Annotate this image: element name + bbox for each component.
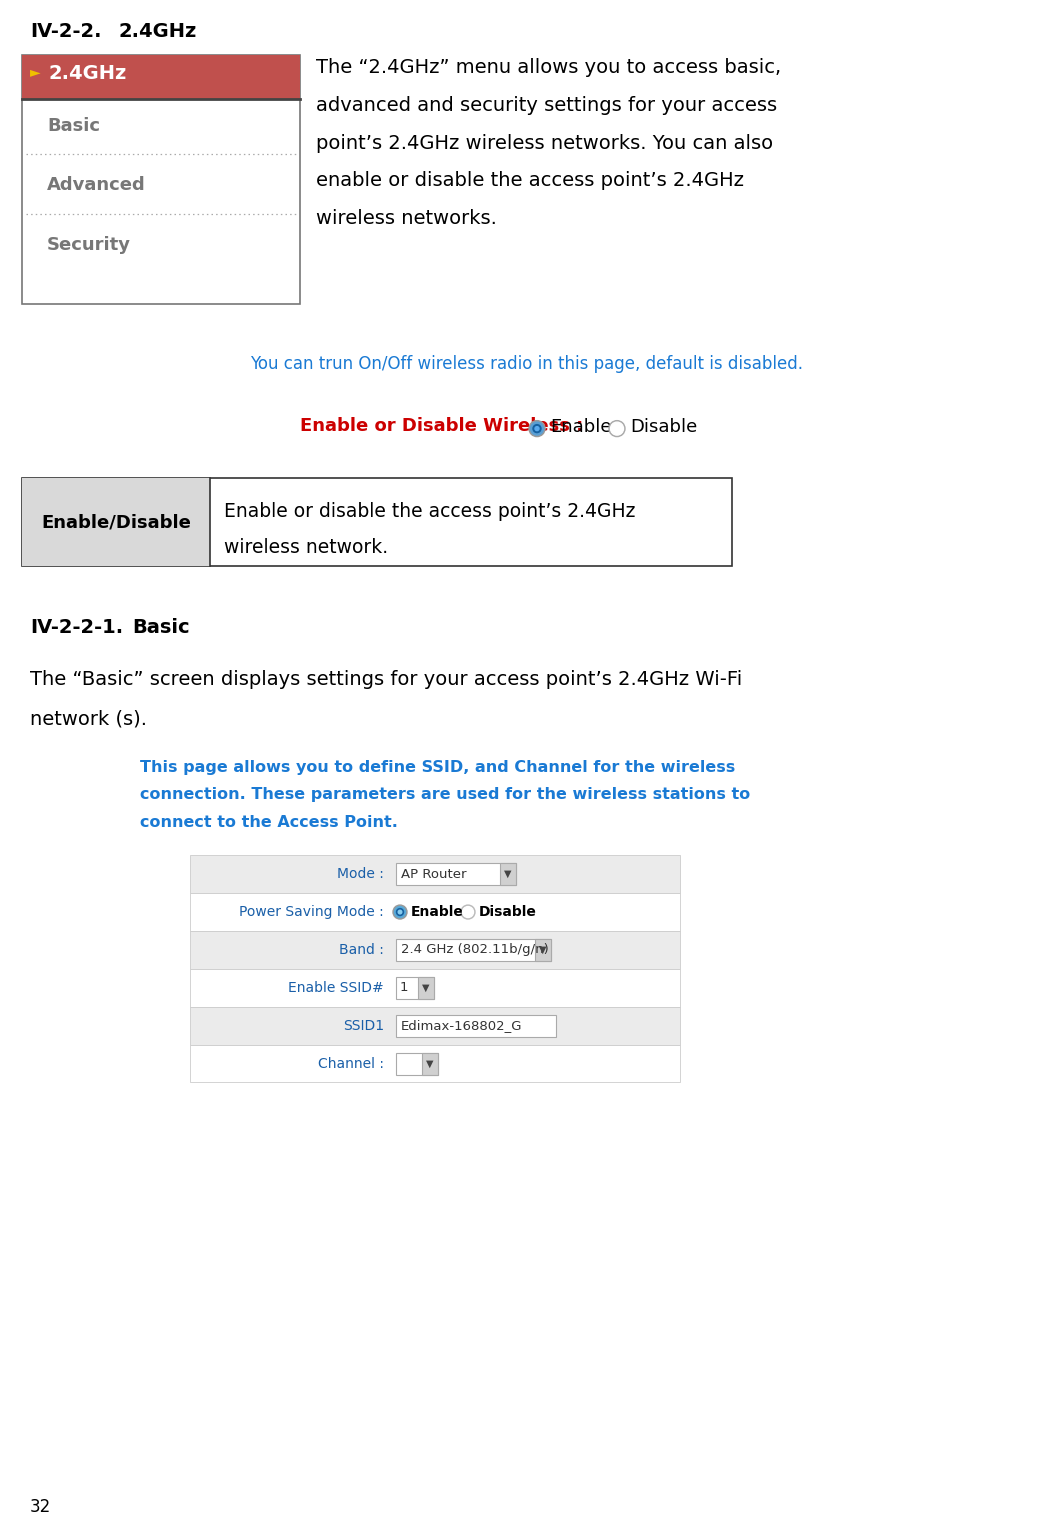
Text: Channel :: Channel : — [318, 1056, 384, 1070]
Bar — [396, 863, 516, 885]
Text: IV-2-2.: IV-2-2. — [30, 21, 101, 41]
Text: Band :: Band : — [339, 942, 384, 958]
Text: 1: 1 — [401, 982, 409, 994]
Text: SSID1: SSID1 — [343, 1018, 384, 1032]
Bar — [22, 479, 731, 565]
Bar — [396, 1052, 438, 1075]
Text: Disable: Disable — [630, 418, 698, 436]
Text: advanced and security settings for your access: advanced and security settings for your … — [316, 96, 777, 114]
Text: Enable: Enable — [550, 418, 611, 436]
Text: Basic: Basic — [47, 117, 100, 135]
Text: Enable/Disable: Enable/Disable — [41, 514, 191, 532]
Text: Enable or disable the access point’s 2.4GHz: Enable or disable the access point’s 2.4… — [225, 503, 636, 521]
Circle shape — [609, 421, 625, 436]
Bar — [396, 939, 551, 961]
Text: ▼: ▼ — [423, 983, 430, 993]
Text: point’s 2.4GHz wireless networks. You can also: point’s 2.4GHz wireless networks. You ca… — [316, 134, 774, 152]
Bar — [22, 479, 210, 565]
Text: ▼: ▼ — [426, 1058, 434, 1069]
Circle shape — [463, 906, 473, 918]
Circle shape — [396, 909, 404, 915]
Bar — [190, 1044, 680, 1082]
Text: network (s).: network (s). — [30, 710, 147, 728]
Bar — [22, 55, 300, 99]
Bar — [190, 856, 680, 894]
Circle shape — [530, 423, 544, 435]
Text: Basic: Basic — [132, 619, 190, 637]
Text: The “2.4GHz” menu allows you to access basic,: The “2.4GHz” menu allows you to access b… — [316, 58, 781, 78]
Text: Enable: Enable — [411, 904, 464, 920]
Circle shape — [394, 906, 406, 918]
Bar — [500, 863, 516, 885]
Bar — [22, 55, 300, 304]
Circle shape — [535, 427, 539, 430]
Text: 2.4 GHz (802.11b/g/n): 2.4 GHz (802.11b/g/n) — [401, 944, 549, 956]
Bar — [396, 1015, 557, 1037]
Bar — [190, 894, 680, 930]
Text: Enable or Disable Wireless :: Enable or Disable Wireless : — [300, 416, 589, 435]
Circle shape — [529, 421, 545, 436]
Text: You can trun On/Off wireless radio in this page, default is disabled.: You can trun On/Off wireless radio in th… — [251, 354, 803, 372]
Text: ►: ► — [30, 65, 41, 79]
Text: AP Router: AP Router — [401, 868, 467, 880]
Bar — [418, 977, 434, 999]
Text: Enable SSID#: Enable SSID# — [288, 980, 384, 994]
Text: connection. These parameters are used for the wireless stations to: connection. These parameters are used fo… — [140, 787, 750, 803]
Text: ▼: ▼ — [504, 869, 512, 879]
Bar — [190, 1006, 680, 1044]
Bar — [396, 977, 434, 999]
Text: 2.4GHz: 2.4GHz — [118, 21, 196, 41]
Circle shape — [461, 904, 475, 920]
Text: This page allows you to define SSID, and Channel for the wireless: This page allows you to define SSID, and… — [140, 760, 736, 775]
Circle shape — [610, 423, 624, 435]
Text: The “Basic” screen displays settings for your access point’s 2.4GHz Wi-Fi: The “Basic” screen displays settings for… — [30, 670, 742, 689]
Text: connect to the Access Point.: connect to the Access Point. — [140, 815, 397, 830]
Text: Power Saving Mode :: Power Saving Mode : — [239, 904, 384, 920]
Text: enable or disable the access point’s 2.4GHz: enable or disable the access point’s 2.4… — [316, 172, 744, 190]
Bar — [190, 930, 680, 968]
Text: Security: Security — [47, 236, 131, 254]
Text: Edimax-168802_G: Edimax-168802_G — [401, 1020, 523, 1032]
Text: ▼: ▼ — [540, 945, 547, 955]
Text: Mode :: Mode : — [337, 868, 384, 882]
Text: 2.4GHz: 2.4GHz — [48, 64, 126, 82]
Text: wireless network.: wireless network. — [225, 538, 388, 558]
Circle shape — [398, 910, 402, 914]
Bar — [535, 939, 551, 961]
Bar — [422, 1052, 438, 1075]
Text: 32: 32 — [30, 1499, 52, 1515]
Text: IV-2-2-1.: IV-2-2-1. — [30, 619, 123, 637]
Text: Advanced: Advanced — [47, 176, 145, 195]
Bar — [190, 968, 680, 1006]
Circle shape — [533, 424, 541, 433]
Text: Disable: Disable — [479, 904, 536, 920]
Circle shape — [393, 904, 407, 920]
Text: wireless networks.: wireless networks. — [316, 210, 496, 228]
